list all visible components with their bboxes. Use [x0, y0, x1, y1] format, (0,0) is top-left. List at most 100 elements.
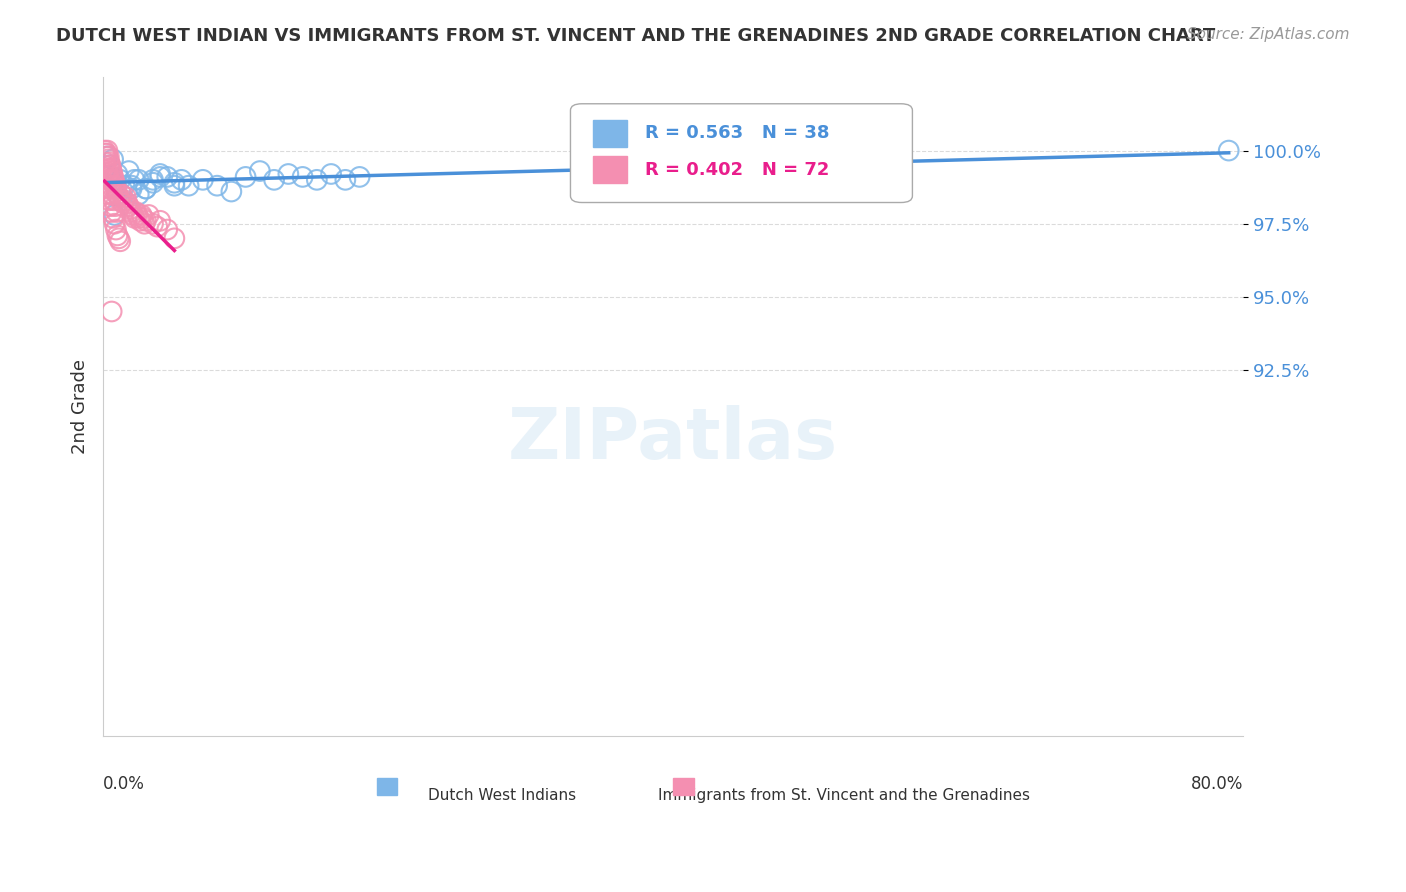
Point — [93, 176, 115, 190]
Point — [129, 214, 152, 228]
Point — [118, 164, 141, 178]
Point — [125, 205, 148, 219]
Point — [97, 149, 120, 163]
Point — [142, 176, 165, 190]
Point — [96, 149, 118, 163]
Point — [149, 169, 172, 184]
Point — [107, 231, 129, 245]
Point — [103, 173, 125, 187]
Point — [124, 211, 146, 225]
Point — [96, 187, 118, 202]
Point — [103, 176, 125, 190]
FancyBboxPatch shape — [593, 120, 627, 146]
Point — [135, 181, 157, 195]
Point — [101, 169, 124, 184]
Point — [97, 153, 120, 167]
Point — [235, 169, 257, 184]
Point — [110, 194, 132, 208]
Point — [142, 217, 165, 231]
Text: ZIPatlas: ZIPatlas — [508, 405, 838, 474]
Point — [100, 205, 122, 219]
Point — [101, 153, 124, 167]
Point — [128, 211, 150, 225]
Point — [96, 169, 118, 184]
Point — [349, 169, 371, 184]
Point — [110, 173, 132, 187]
Point — [104, 178, 127, 193]
Point — [120, 202, 142, 216]
Point — [94, 164, 117, 178]
Text: Immigrants from St. Vincent and the Grenadines: Immigrants from St. Vincent and the Gren… — [658, 789, 1031, 804]
Text: Source: ZipAtlas.com: Source: ZipAtlas.com — [1187, 27, 1350, 42]
Point — [156, 222, 179, 236]
Point — [149, 167, 172, 181]
Point — [117, 196, 139, 211]
Point — [1218, 144, 1240, 158]
Text: DUTCH WEST INDIAN VS IMMIGRANTS FROM ST. VINCENT AND THE GRENADINES 2ND GRADE CO: DUTCH WEST INDIAN VS IMMIGRANTS FROM ST.… — [56, 27, 1216, 45]
Point — [110, 234, 132, 248]
Text: Dutch West Indians: Dutch West Indians — [427, 789, 576, 804]
Point — [105, 187, 128, 202]
Point — [98, 173, 121, 187]
Point — [221, 185, 243, 199]
Point — [112, 196, 135, 211]
Point — [98, 158, 121, 172]
Point — [114, 194, 136, 208]
Point — [96, 161, 118, 175]
Point — [122, 208, 145, 222]
Point — [135, 181, 157, 195]
Point — [100, 161, 122, 175]
Point — [138, 208, 160, 222]
Point — [103, 217, 125, 231]
Point — [291, 169, 314, 184]
Point — [93, 144, 115, 158]
Point — [163, 231, 186, 245]
Point — [101, 211, 124, 225]
Point — [163, 176, 186, 190]
Point — [205, 178, 228, 193]
FancyBboxPatch shape — [593, 156, 627, 183]
Point — [170, 173, 193, 187]
Point — [263, 173, 285, 187]
Y-axis label: 2nd Grade: 2nd Grade — [72, 359, 89, 454]
Point — [105, 187, 128, 202]
Point — [163, 178, 186, 193]
Point — [96, 146, 118, 161]
Point — [105, 228, 128, 243]
Point — [94, 155, 117, 169]
Point — [103, 208, 125, 222]
Point — [105, 205, 128, 219]
Point — [146, 219, 169, 234]
Point — [98, 155, 121, 169]
Point — [98, 199, 121, 213]
Point — [97, 194, 120, 208]
Point — [156, 169, 179, 184]
Point — [94, 181, 117, 195]
Point — [121, 178, 143, 193]
Point — [335, 173, 357, 187]
Point — [149, 214, 172, 228]
Point — [128, 173, 150, 187]
Point — [249, 164, 271, 178]
Point — [101, 187, 124, 202]
Text: R = 0.402   N = 72: R = 0.402 N = 72 — [644, 161, 830, 178]
Point — [98, 158, 121, 172]
Point — [135, 214, 157, 228]
Point — [132, 211, 155, 225]
Point — [121, 181, 143, 195]
Point — [94, 146, 117, 161]
Point — [97, 167, 120, 181]
Point — [277, 167, 299, 181]
Point — [98, 178, 121, 193]
Point — [319, 167, 342, 181]
Text: 0.0%: 0.0% — [103, 775, 145, 793]
Point — [305, 173, 328, 187]
Point — [128, 187, 150, 202]
Point — [93, 158, 115, 172]
Point — [100, 304, 122, 318]
Point — [104, 181, 127, 195]
Point — [191, 173, 214, 187]
Point — [94, 149, 117, 163]
Point — [96, 144, 118, 158]
Text: R = 0.563   N = 38: R = 0.563 N = 38 — [644, 124, 830, 143]
